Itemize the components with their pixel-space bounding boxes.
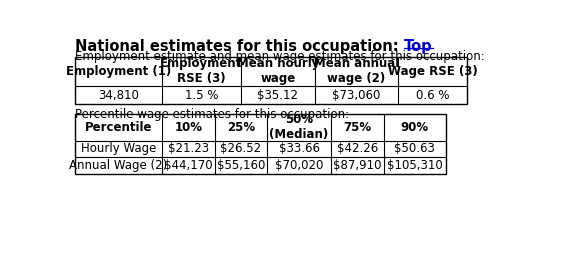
Text: Annual Wage (2): Annual Wage (2) [70, 159, 168, 172]
Text: $73,060: $73,060 [332, 88, 381, 102]
Text: 25%: 25% [227, 121, 255, 134]
Text: Mean hourly
wage: Mean hourly wage [237, 57, 319, 85]
Text: $26.52: $26.52 [221, 143, 262, 155]
Text: $55,160: $55,160 [217, 159, 265, 172]
Text: 75%: 75% [343, 121, 371, 134]
Text: 90%: 90% [401, 121, 429, 134]
Text: 50%
(Median): 50% (Median) [270, 114, 329, 141]
Text: $70,020: $70,020 [275, 159, 323, 172]
Text: Top: Top [404, 39, 433, 54]
Text: Wage RSE (3): Wage RSE (3) [388, 65, 477, 78]
Text: $42.26: $42.26 [337, 143, 378, 155]
Text: Employment
RSE (3): Employment RSE (3) [160, 57, 243, 85]
Bar [75, 57, 466, 104]
Text: 34,810: 34,810 [98, 88, 139, 102]
Text: 1.5 %: 1.5 % [185, 88, 218, 102]
Text: $50.63: $50.63 [394, 143, 435, 155]
Text: National estimates for this occupation:: National estimates for this occupation: [75, 39, 404, 54]
Text: 10%: 10% [174, 121, 202, 134]
Text: Percentile: Percentile [85, 121, 152, 134]
Text: Mean annual
wage (2): Mean annual wage (2) [314, 57, 399, 85]
Text: $44,170: $44,170 [164, 159, 213, 172]
Text: $87,910: $87,910 [333, 159, 381, 172]
Text: Percentile wage estimates for this occupation:: Percentile wage estimates for this occup… [75, 108, 349, 121]
Text: $21.23: $21.23 [168, 143, 209, 155]
Text: Employment estimate and mean wage estimates for this occupation:: Employment estimate and mean wage estima… [75, 50, 485, 63]
Text: $33.66: $33.66 [279, 143, 320, 155]
Text: $35.12: $35.12 [257, 88, 298, 102]
Text: Employment (1): Employment (1) [66, 65, 171, 78]
Bar [75, 114, 446, 174]
Text: 0.6 %: 0.6 % [416, 88, 449, 102]
Text: Hourly Wage: Hourly Wage [81, 143, 156, 155]
Text: $105,310: $105,310 [386, 159, 442, 172]
